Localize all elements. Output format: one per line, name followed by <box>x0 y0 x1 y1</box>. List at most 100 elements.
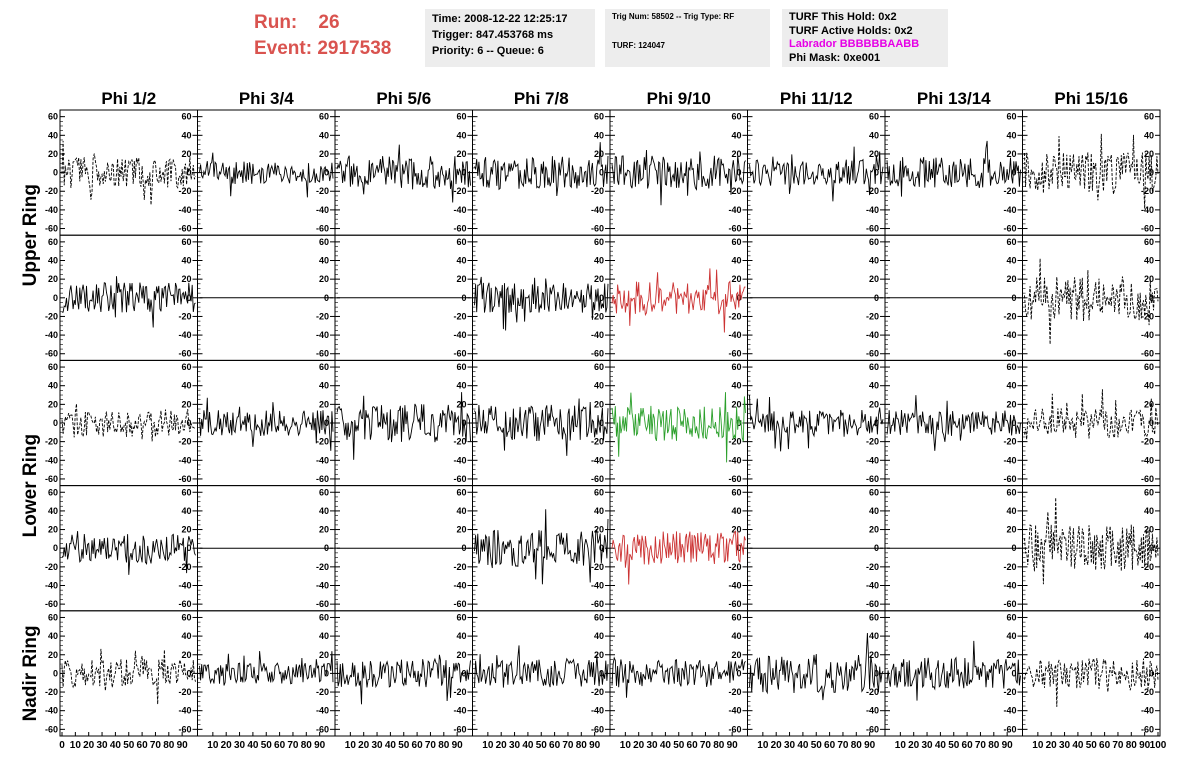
waveform-trace <box>1024 389 1159 440</box>
y-tick-label: -60 <box>45 599 58 609</box>
y-tick-label: 60 <box>594 362 604 372</box>
y-tick-label: 20 <box>594 274 604 284</box>
x-tick-label: 60 <box>962 740 974 751</box>
y-tick-label: 60 <box>181 612 191 622</box>
y-tick-label: -20 <box>866 562 879 572</box>
y-tick-label: 40 <box>319 381 329 391</box>
y-tick-label: -20 <box>591 186 604 196</box>
y-tick-label: -40 <box>178 580 191 590</box>
x-tick-label: 20 <box>221 740 233 751</box>
y-tick-label: 60 <box>456 487 466 497</box>
y-tick-label: 20 <box>181 274 191 284</box>
y-tick-label: 60 <box>594 612 604 622</box>
y-tick-label: -40 <box>45 580 58 590</box>
y-tick-label: 20 <box>869 149 879 159</box>
y-tick-label: -40 <box>1141 330 1154 340</box>
y-tick-label: 40 <box>456 631 466 641</box>
x-tick-label: 40 <box>110 740 122 751</box>
y-tick-label: -40 <box>728 455 741 465</box>
x-tick-label: 20 <box>358 740 370 751</box>
y-tick-label: 20 <box>594 525 604 535</box>
y-tick-label: 40 <box>594 256 604 266</box>
x-tick-label: 70 <box>562 740 574 751</box>
y-tick-label: -60 <box>728 474 741 484</box>
y-tick-label: 20 <box>1006 149 1016 159</box>
y-tick-label: 20 <box>1006 650 1016 660</box>
y-tick-label: -60 <box>728 724 741 734</box>
y-tick-label: 40 <box>731 130 741 140</box>
x-tick-label: 80 <box>851 740 863 751</box>
y-tick-label: -40 <box>866 205 879 215</box>
y-tick-label: 60 <box>181 237 191 247</box>
x-tick-label: 80 <box>301 740 313 751</box>
y-tick-label: 40 <box>1144 506 1154 516</box>
y-tick-label: -60 <box>453 474 466 484</box>
y-tick-label: -40 <box>45 706 58 716</box>
y-tick-label: 60 <box>731 237 741 247</box>
y-tick-label: 0 <box>599 293 604 303</box>
waveform-trace <box>199 651 334 686</box>
y-tick-label: -20 <box>591 437 604 447</box>
y-tick-label: 20 <box>48 149 58 159</box>
run-row: Run: 26 <box>254 10 391 36</box>
x-tick-label: 90 <box>864 740 876 751</box>
y-tick-label: -40 <box>866 706 879 716</box>
y-tick-label: -20 <box>453 186 466 196</box>
x-tick-label: 70 <box>150 740 162 751</box>
y-tick-label: 40 <box>731 381 741 391</box>
y-tick-label: -20 <box>1141 437 1154 447</box>
y-tick-label: -60 <box>591 224 604 234</box>
waveform-trace <box>62 276 196 328</box>
x-tick-label: 50 <box>948 740 960 751</box>
x-tick-label: 40 <box>385 740 397 751</box>
y-tick-label: 60 <box>1144 612 1154 622</box>
y-tick-label: 60 <box>456 612 466 622</box>
x-tick-label: 60 <box>274 740 286 751</box>
y-tick-label: 40 <box>869 130 879 140</box>
y-tick-label: 20 <box>1006 274 1016 284</box>
run-event-info: Run: 26 Event: 2917538 <box>254 10 391 62</box>
x-tick-label: 10 <box>757 740 769 751</box>
y-tick-label: -20 <box>591 311 604 321</box>
y-tick-label: 20 <box>731 399 741 409</box>
x-tick-label: 80 <box>163 740 175 751</box>
y-tick-label: 0 <box>736 543 741 553</box>
y-tick-label: 60 <box>594 237 604 247</box>
panel-frame <box>1022 109 1161 236</box>
y-tick-label: -40 <box>45 455 58 465</box>
y-tick-label: 40 <box>869 381 879 391</box>
x-tick-label: 10 <box>345 740 357 751</box>
y-tick-label: 20 <box>869 399 879 409</box>
y-tick-label: -20 <box>453 311 466 321</box>
y-tick-label: 60 <box>869 237 879 247</box>
y-tick-label: 0 <box>1011 168 1016 178</box>
x-tick-label: 100 <box>1150 740 1167 751</box>
y-tick-label: 20 <box>594 399 604 409</box>
y-tick-label: 60 <box>319 112 329 122</box>
y-tick-label: -60 <box>178 474 191 484</box>
y-tick-label: 40 <box>319 631 329 641</box>
time-text: Time: 2008-12-22 12:25:17 <box>432 13 568 25</box>
column-header: Phi 7/8 <box>514 89 569 108</box>
x-tick-label: 90 <box>727 740 739 751</box>
x-tick-label: 30 <box>1059 740 1071 751</box>
x-tick-label: 10 <box>895 740 907 751</box>
y-tick-label: 20 <box>1144 274 1154 284</box>
waveform-trace <box>611 392 746 463</box>
trigger-text: Trigger: 847.453768 ms <box>432 29 554 41</box>
y-tick-label: -40 <box>453 330 466 340</box>
y-tick-label: -20 <box>866 437 879 447</box>
y-tick-label: 0 <box>1011 418 1016 428</box>
y-tick-label: -60 <box>316 349 329 359</box>
y-tick-label: 0 <box>53 668 58 678</box>
y-tick-label: 40 <box>181 381 191 391</box>
y-tick-label: -40 <box>453 205 466 215</box>
x-tick-label: 50 <box>673 740 685 751</box>
x-tick-label: 70 <box>287 740 299 751</box>
y-tick-label: 40 <box>48 130 58 140</box>
y-tick-label: -40 <box>1003 205 1016 215</box>
y-tick-label: 60 <box>319 362 329 372</box>
y-tick-label: 60 <box>1006 112 1016 122</box>
x-tick-label: 50 <box>536 740 548 751</box>
x-tick-label: 70 <box>700 740 712 751</box>
